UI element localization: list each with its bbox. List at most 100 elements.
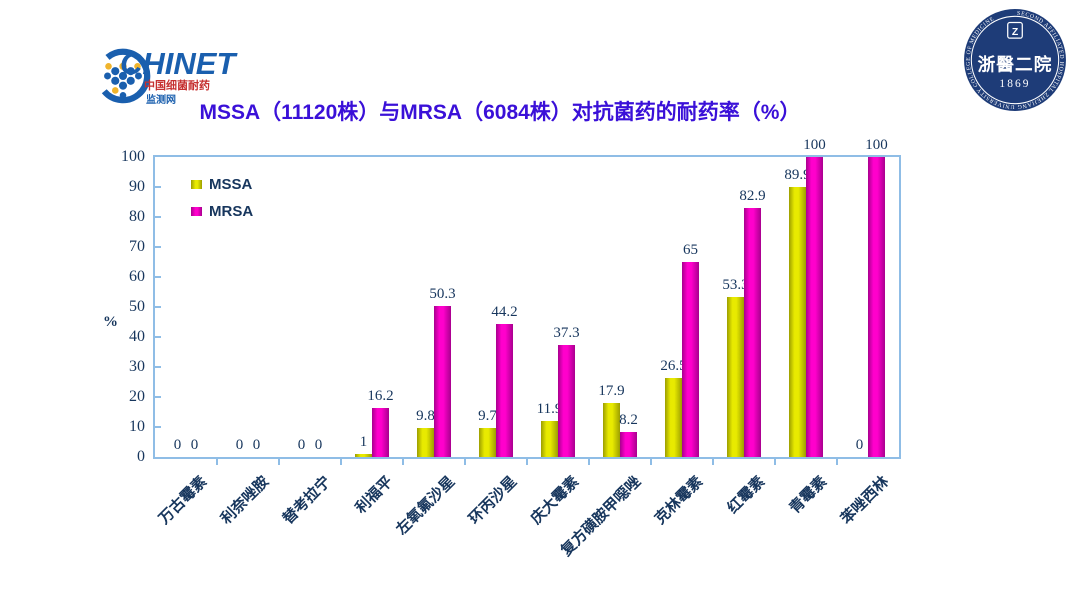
x-tick-mark (836, 459, 838, 465)
bar-value-label: 100 (803, 137, 826, 153)
x-tick-mark (216, 459, 218, 465)
bar-mssa (665, 377, 682, 457)
x-tick-mark (712, 459, 714, 465)
category-label: 替考拉宁 (279, 473, 335, 528)
legend-item-mrsa: MRSA (191, 198, 253, 225)
y-axis-title: % (103, 314, 118, 330)
legend-swatch-icon (191, 180, 202, 189)
y-tick-mark (155, 306, 161, 308)
chinet-tagline-blue: 监测网 (146, 95, 176, 106)
bar-mrsa (558, 345, 575, 457)
y-tick-label: 0 (137, 448, 145, 465)
x-tick-mark (278, 459, 280, 465)
y-tick-label: 20 (129, 388, 145, 405)
bar-value-label: 65 (683, 242, 698, 258)
y-tick-mark (155, 276, 161, 278)
legend-swatch-icon (191, 207, 202, 216)
x-tick-mark (402, 459, 404, 465)
bar-mrsa (496, 324, 513, 457)
category-label: 红霉素 (724, 473, 769, 517)
bar-mrsa (682, 262, 699, 457)
y-tick-mark (155, 186, 161, 188)
chinet-tagline-red: 中国细菌耐药 (144, 80, 210, 92)
bar-value-label: 0 (252, 437, 261, 453)
y-tick-label: 70 (129, 238, 145, 255)
bar-value-label: 0 (173, 437, 182, 453)
chinet-wordmark: CHINET (120, 46, 236, 81)
y-tick-label: 80 (129, 208, 145, 225)
bar-mrsa (434, 306, 451, 457)
category-label: 利福平 (352, 473, 397, 517)
category-label: 利奈唑胺 (217, 473, 273, 528)
x-tick-mark (526, 459, 528, 465)
hospital-year: 1869 (999, 78, 1030, 90)
x-tick-mark (774, 459, 776, 465)
bar-value-label: 17.9 (598, 383, 625, 400)
chinet-logo: CHINET 中国细菌耐药 监测网 (92, 42, 312, 117)
bar-value-label: 0 (235, 437, 244, 453)
bar-value-label: 50.3 (429, 286, 456, 303)
bar-mrsa (806, 157, 823, 457)
bar-value-label: 0 (314, 437, 323, 453)
bar-value-label: 0 (190, 437, 199, 453)
chart-title: MSSA（11120株）与MRSA（6084株）对抗菌药的耐药率（%） (199, 101, 801, 124)
chinet-emblem-icon (95, 48, 151, 104)
bar-mssa (417, 427, 434, 457)
legend-label: MSSA (209, 176, 253, 193)
bar-value-label: 8.2 (619, 412, 638, 429)
bar-value-label: 9.7 (478, 407, 497, 424)
bar-mssa (789, 187, 806, 457)
bar-mssa (603, 403, 620, 457)
bar-mrsa (744, 208, 761, 457)
y-tick-label: 100 (121, 148, 145, 165)
bar-value-label: 44.2 (491, 304, 518, 321)
bar-value-label: 37.3 (553, 325, 580, 342)
bar-value-label: 1 (359, 434, 368, 450)
y-tick-mark (155, 396, 161, 398)
y-tick-label: 50 (129, 298, 145, 315)
y-tick-mark (155, 366, 161, 368)
bar-mssa (541, 421, 558, 457)
y-tick-label: 40 (129, 328, 145, 345)
bar-mrsa (372, 408, 389, 457)
y-tick-label: 10 (129, 418, 145, 435)
bar-mssa (727, 297, 744, 457)
category-label: 克林霉素 (651, 473, 707, 528)
y-tick-label: 30 (129, 358, 145, 375)
bar-value-label: 11.9 (536, 401, 563, 418)
y-tick-mark (155, 336, 161, 338)
bar-value-label: 16.2 (367, 388, 394, 405)
bar-value-label: 82.9 (739, 188, 766, 205)
bar-value-label: 100 (865, 137, 888, 153)
bar-mrsa (868, 157, 885, 457)
hospital-seal-icon: SECOND AFFILIATED HOSPITAL ZHEJIANG UNIV… (964, 9, 1066, 111)
y-tick-mark (155, 216, 161, 218)
category-label: 左氧氟沙星 (393, 473, 459, 539)
bar-value-label: 53.3 (722, 277, 749, 294)
y-tick-mark (155, 426, 161, 428)
bar-mssa (479, 427, 496, 457)
x-tick-mark (650, 459, 652, 465)
category-label: 苯唑西林 (837, 473, 893, 528)
bar-value-label: 0 (855, 437, 864, 453)
y-tick-label: 90 (129, 178, 145, 195)
legend-item-mssa: MSSA (191, 171, 253, 198)
category-label: 万古霉素 (155, 473, 211, 528)
bar-value-label: 26.5 (660, 357, 687, 374)
y-tick-label: 60 (129, 268, 145, 285)
bar-value-label: 89.9 (784, 167, 811, 184)
hospital-shield-letter: Z (1012, 27, 1019, 38)
category-label: 青霉素 (786, 473, 831, 517)
y-tick-mark (155, 246, 161, 248)
bar-value-label: 0 (297, 437, 306, 453)
hospital-name: 浙醫二院 (978, 53, 1053, 74)
legend-label: MRSA (209, 203, 254, 220)
bar-value-label: 9.8 (416, 407, 435, 424)
bar-mssa (355, 454, 372, 457)
legend: MSSA MRSA (191, 171, 253, 225)
bar-mrsa (620, 432, 637, 457)
category-label: 环丙沙星 (465, 473, 521, 528)
x-tick-mark (588, 459, 590, 465)
category-label: 庆大霉素 (527, 473, 583, 528)
